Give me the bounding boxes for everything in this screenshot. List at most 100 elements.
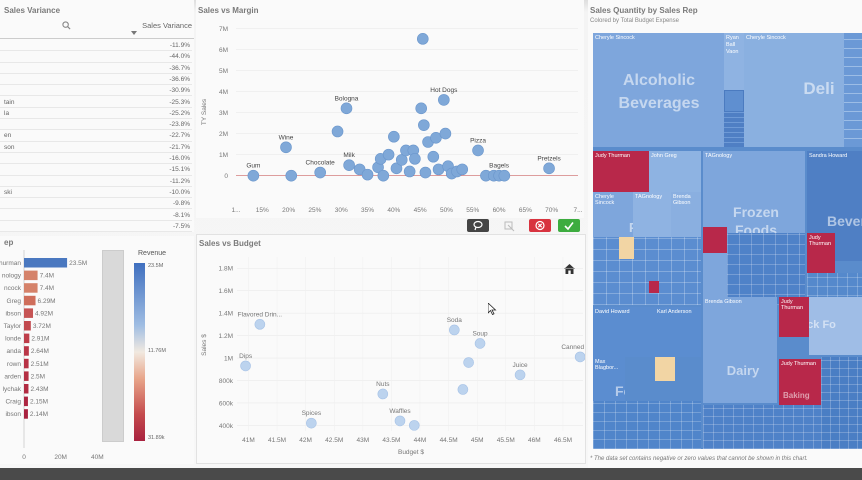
treemap-cell-brenda-dairy[interactable]: Brenda Gibson Dairy bbox=[703, 297, 777, 403]
scatter-point[interactable] bbox=[388, 130, 400, 143]
treemap-cell-max[interactable]: Max Blagbor... Food bbox=[593, 357, 625, 401]
scatter-point[interactable] bbox=[314, 166, 326, 179]
treemap-cell-tag[interactable]: TAGnology bbox=[633, 192, 671, 237]
table-row[interactable]: -36.6% bbox=[0, 74, 192, 86]
cancel-selection-button[interactable] bbox=[529, 219, 551, 232]
treemap-cell-cheryle[interactable]: Cheryle Sincock Alcoholic Beverages bbox=[593, 33, 724, 147]
scatter-point[interactable] bbox=[280, 141, 292, 154]
scatter-point[interactable] bbox=[331, 125, 344, 138]
scatter-point[interactable] bbox=[377, 388, 389, 400]
treemap-cell-produce-grid[interactable] bbox=[593, 237, 701, 305]
treemap-cell-judy-snack[interactable]: Judy Thurman bbox=[779, 297, 809, 337]
scatter-point[interactable] bbox=[438, 94, 450, 106]
table-row[interactable]: -7.5% bbox=[0, 221, 192, 233]
scatter-point[interactable] bbox=[306, 417, 317, 429]
scatter-point[interactable] bbox=[403, 165, 416, 178]
scatter-point[interactable] bbox=[498, 169, 511, 182]
scatter-point[interactable] bbox=[463, 357, 474, 368]
treemap-cell-judy-bev[interactable]: Judy Thurman bbox=[807, 233, 835, 273]
scatter-point[interactable] bbox=[474, 338, 486, 349]
scatter-point[interactable] bbox=[343, 159, 355, 171]
scatter-point[interactable] bbox=[574, 351, 585, 363]
table-row[interactable]: tain -25.3% bbox=[0, 97, 192, 108]
scatter-point[interactable] bbox=[285, 169, 298, 182]
scatter-point[interactable] bbox=[377, 169, 390, 182]
table-row[interactable]: en -22.7% bbox=[0, 130, 192, 142]
treemap-cell-red-small[interactable] bbox=[649, 281, 659, 293]
bar[interactable] bbox=[24, 409, 28, 419]
treemap-cell-dairy-grid[interactable] bbox=[593, 401, 701, 449]
scatter-point[interactable] bbox=[543, 162, 555, 175]
scatter-point[interactable] bbox=[382, 148, 395, 161]
scatter-point[interactable] bbox=[247, 169, 260, 182]
scatter-point[interactable] bbox=[415, 102, 428, 115]
treemap-cell-baking-grid[interactable] bbox=[821, 357, 862, 449]
clear-selection-button[interactable] bbox=[498, 219, 520, 232]
scatter-point[interactable] bbox=[457, 384, 469, 395]
table-row[interactable]: la -25.2% bbox=[0, 108, 192, 120]
treemap-cell-john[interactable]: John Greg bbox=[649, 151, 701, 192]
home-icon[interactable] bbox=[564, 264, 575, 274]
sales-variance-column-header[interactable]: Sales Variance bbox=[142, 21, 192, 30]
treemap-cell-grid[interactable] bbox=[724, 112, 744, 147]
table-row[interactable]: -16.0% bbox=[0, 153, 192, 165]
treemap-cell-david[interactable]: David Howard bbox=[593, 307, 655, 357]
treemap-cell-small[interactable] bbox=[724, 90, 744, 112]
treemap-cell-frozen-red[interactable] bbox=[703, 227, 727, 253]
scatter-point[interactable] bbox=[394, 415, 406, 427]
scatter-point[interactable] bbox=[409, 153, 421, 165]
scatter-point[interactable] bbox=[240, 360, 251, 372]
table-row[interactable]: -44.0% bbox=[0, 51, 192, 63]
bar[interactable] bbox=[24, 258, 68, 268]
bar[interactable] bbox=[24, 384, 29, 394]
search-icon[interactable] bbox=[62, 21, 71, 30]
scatter-point[interactable] bbox=[514, 369, 526, 381]
scatter-point[interactable] bbox=[472, 144, 484, 157]
treemap-cell-dairy-grid-2[interactable] bbox=[703, 405, 821, 449]
confirm-selection-button[interactable] bbox=[558, 219, 580, 232]
bar[interactable] bbox=[24, 371, 29, 381]
scatter-point[interactable] bbox=[390, 162, 403, 175]
bar[interactable] bbox=[24, 321, 31, 331]
bar[interactable] bbox=[24, 346, 29, 356]
bar[interactable] bbox=[24, 295, 36, 306]
scatter-point[interactable] bbox=[416, 33, 429, 45]
lasso-button[interactable] bbox=[467, 219, 489, 232]
scatter-point[interactable] bbox=[419, 166, 432, 179]
bar[interactable] bbox=[24, 396, 28, 407]
table-row[interactable]: -30.9% bbox=[0, 85, 192, 97]
treemap-cell-karl[interactable]: Karl Anderson bbox=[655, 307, 701, 357]
treemap-cell-ryan[interactable]: Ryan Ball Vaon bbox=[724, 33, 744, 90]
bar[interactable] bbox=[24, 333, 30, 344]
table-row[interactable]: ski -10.0% bbox=[0, 187, 192, 199]
scatter-point[interactable] bbox=[418, 119, 430, 131]
treemap-cell-judy[interactable]: Judy Thurman bbox=[593, 151, 649, 192]
scatter-point[interactable] bbox=[427, 150, 440, 163]
sales-vs-budget-chart[interactable]: 400k 600k 800k 1M 1.2M 1.4M 1.6M 1.8M 41M 41.5M 42… bbox=[197, 235, 585, 463]
mini-scroll-chart[interactable] bbox=[102, 250, 124, 442]
treemap-cell-frozen-grid[interactable] bbox=[727, 233, 805, 305]
bar[interactable] bbox=[24, 308, 34, 318]
scatter-point[interactable] bbox=[449, 324, 460, 336]
table-row[interactable]: -9.8% bbox=[0, 198, 192, 210]
bar[interactable] bbox=[24, 270, 38, 281]
treemap-cell-cream-2[interactable] bbox=[655, 357, 675, 381]
treemap-cell-deli[interactable]: Cheryle Sincock Deli bbox=[744, 33, 844, 147]
scatter-point[interactable] bbox=[340, 102, 353, 115]
bar[interactable] bbox=[24, 283, 38, 293]
table-row[interactable]: -11.9% bbox=[0, 40, 192, 52]
treemap-cell-cheryle-produce[interactable]: Cheryle Sincock Produce bbox=[593, 192, 633, 237]
treemap-cell-judy-baking[interactable]: Judy Thurman Baking bbox=[779, 359, 821, 407]
scatter-point[interactable] bbox=[361, 168, 374, 181]
table-row[interactable]: -15.1% bbox=[0, 164, 192, 176]
scatter-point[interactable] bbox=[254, 319, 266, 330]
table-row[interactable]: -23.8% bbox=[0, 119, 192, 131]
scatter-point[interactable] bbox=[408, 420, 420, 431]
treemap-cell-brenda[interactable]: Brenda Gibson bbox=[671, 192, 701, 237]
table-row[interactable]: -36.7% bbox=[0, 63, 192, 74]
scatter-point[interactable] bbox=[456, 163, 469, 176]
sort-down-icon[interactable] bbox=[131, 31, 137, 36]
scatter-point[interactable] bbox=[439, 127, 452, 140]
table-row[interactable]: son -21.7% bbox=[0, 142, 192, 153]
bar[interactable] bbox=[24, 358, 29, 369]
